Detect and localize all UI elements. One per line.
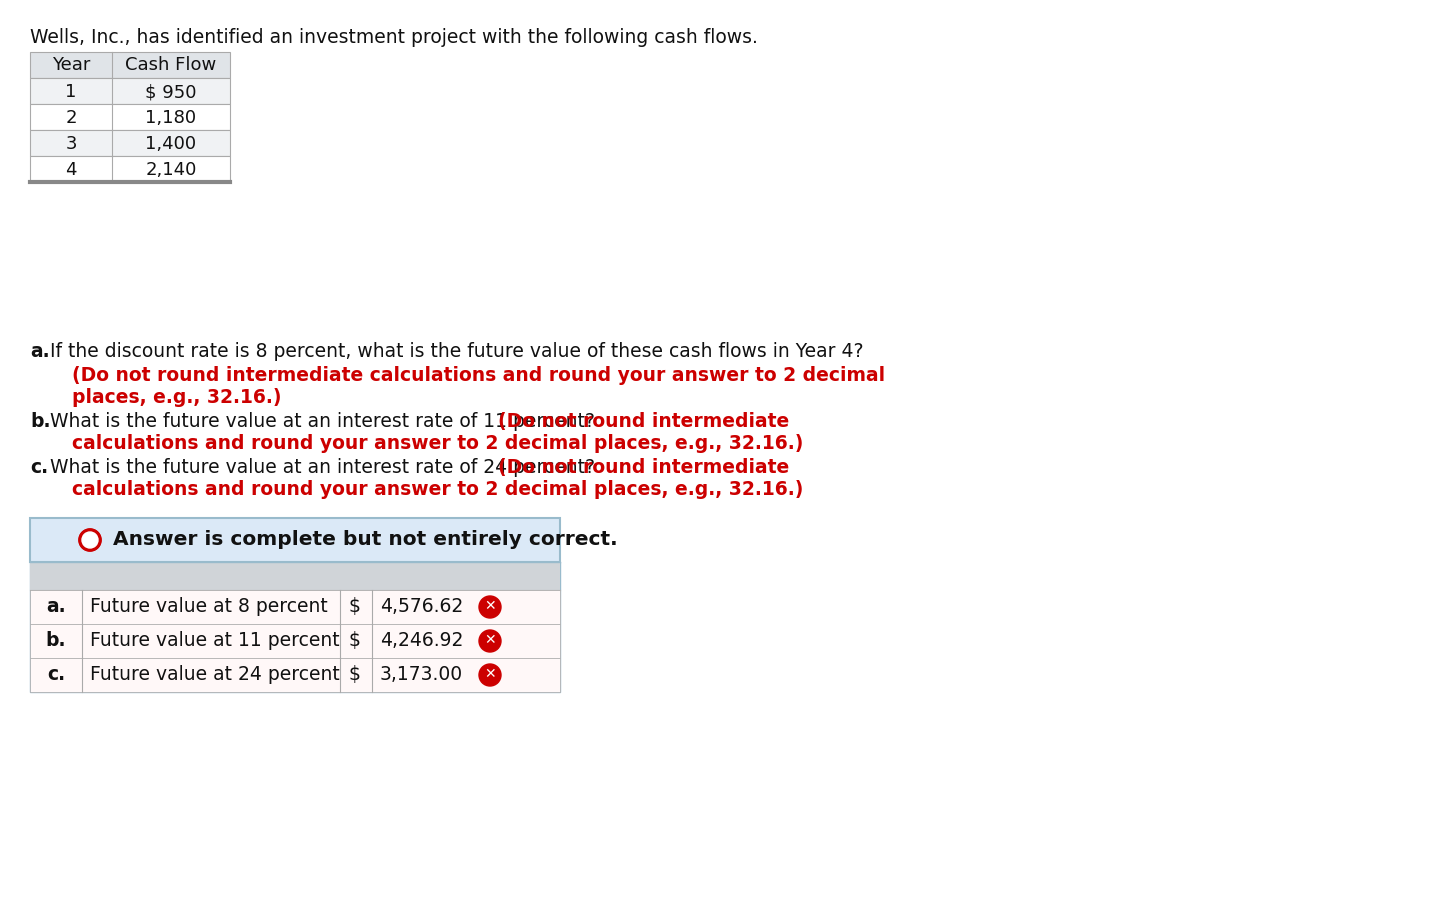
Text: Cash Flow: Cash Flow	[125, 56, 216, 74]
FancyBboxPatch shape	[30, 156, 230, 182]
Text: Future value at 24 percent: Future value at 24 percent	[89, 665, 340, 684]
Text: 4,576.62: 4,576.62	[380, 597, 464, 616]
Text: 3,173.00: 3,173.00	[380, 665, 464, 684]
Text: ✕: ✕	[84, 532, 96, 547]
FancyBboxPatch shape	[30, 562, 560, 590]
Text: What is the future value at an interest rate of 11 percent?: What is the future value at an interest …	[50, 412, 595, 431]
Text: b.: b.	[46, 631, 66, 650]
Text: 3: 3	[65, 135, 76, 153]
Circle shape	[79, 529, 101, 551]
Text: ✕: ✕	[84, 532, 96, 547]
Text: b.: b.	[30, 412, 50, 431]
Text: What is the future value at an interest rate of 24 percent?: What is the future value at an interest …	[50, 458, 595, 477]
FancyBboxPatch shape	[30, 78, 230, 104]
Text: a.: a.	[30, 342, 49, 361]
Text: Future value at 11 percent: Future value at 11 percent	[89, 631, 340, 650]
Text: 4,246.92: 4,246.92	[380, 631, 464, 650]
Text: 4: 4	[65, 161, 76, 179]
Text: 2,140: 2,140	[145, 161, 197, 179]
FancyBboxPatch shape	[30, 130, 230, 156]
Text: ✕: ✕	[484, 599, 495, 614]
Text: Answer is complete but not entirely correct.: Answer is complete but not entirely corr…	[107, 530, 618, 549]
Text: a.: a.	[46, 597, 66, 616]
Text: calculations and round your answer to 2 decimal places, e.g., 32.16.): calculations and round your answer to 2 …	[72, 480, 804, 499]
Text: places, e.g., 32.16.): places, e.g., 32.16.)	[72, 388, 281, 407]
Text: ✕: ✕	[484, 668, 495, 681]
Text: c.: c.	[48, 665, 65, 684]
Text: ✕: ✕	[484, 634, 495, 647]
Text: $: $	[348, 631, 360, 650]
Text: c.: c.	[30, 458, 48, 477]
FancyBboxPatch shape	[30, 518, 560, 562]
FancyBboxPatch shape	[30, 104, 230, 130]
Text: $: $	[348, 597, 360, 616]
Circle shape	[480, 664, 501, 686]
Text: Future value at 8 percent: Future value at 8 percent	[89, 597, 328, 616]
FancyBboxPatch shape	[30, 624, 560, 658]
Circle shape	[82, 532, 98, 548]
Text: $: $	[348, 665, 360, 684]
Text: $ 950: $ 950	[145, 83, 197, 101]
FancyBboxPatch shape	[30, 562, 560, 692]
Text: 1: 1	[65, 83, 76, 101]
FancyBboxPatch shape	[30, 590, 560, 624]
Text: 1,180: 1,180	[145, 109, 197, 127]
FancyBboxPatch shape	[30, 658, 560, 692]
Text: (Do not round intermediate: (Do not round intermediate	[498, 458, 789, 477]
FancyBboxPatch shape	[30, 52, 230, 78]
Circle shape	[480, 630, 501, 652]
Circle shape	[480, 596, 501, 618]
Text: (Do not round intermediate: (Do not round intermediate	[498, 412, 789, 431]
Text: If the discount rate is 8 percent, what is the future value of these cash flows : If the discount rate is 8 percent, what …	[50, 342, 864, 361]
Text: Year: Year	[52, 56, 91, 74]
Circle shape	[79, 529, 101, 551]
Text: (Do not round intermediate calculations and round your answer to 2 decimal: (Do not round intermediate calculations …	[72, 366, 886, 385]
Text: 2: 2	[65, 109, 76, 127]
Text: 1,400: 1,400	[145, 135, 197, 153]
Text: Wells, Inc., has identified an investment project with the following cash flows.: Wells, Inc., has identified an investmen…	[30, 28, 757, 47]
Text: calculations and round your answer to 2 decimal places, e.g., 32.16.): calculations and round your answer to 2 …	[72, 434, 804, 453]
